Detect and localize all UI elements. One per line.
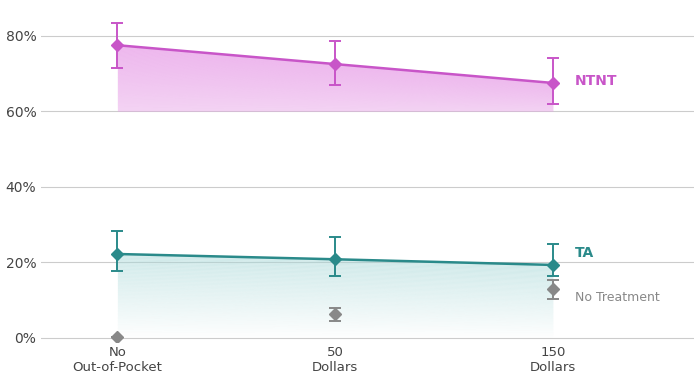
Text: TA: TA (575, 246, 594, 260)
Text: No Treatment: No Treatment (575, 291, 659, 304)
Text: NTNT: NTNT (575, 74, 617, 88)
